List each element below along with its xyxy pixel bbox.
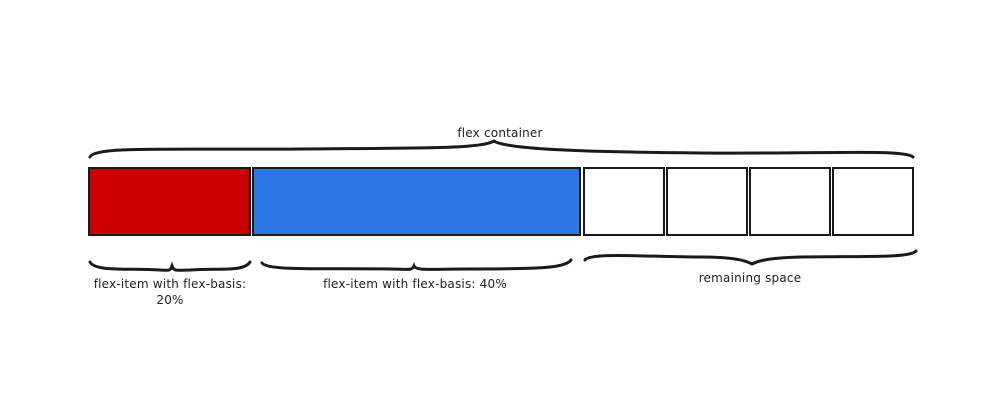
remaining-cell: [583, 167, 665, 236]
remaining-brace: [583, 249, 918, 266]
item-20-brace: [88, 260, 252, 272]
flex-item-40-box: [252, 167, 581, 236]
flex-item-20-label: flex-item with flex-basis: 20%: [93, 277, 247, 307]
flex-container-label: flex container: [457, 126, 543, 140]
remaining-space-label: remaining space: [698, 271, 802, 285]
remaining-cell: [832, 167, 914, 236]
item-40-brace: [260, 258, 573, 271]
remaining-cell: [749, 167, 831, 236]
flex-item-20-box: [88, 167, 251, 236]
flex-item-40-label: flex-item with flex-basis: 40%: [323, 277, 507, 291]
container-brace: [88, 139, 915, 159]
remaining-cell: [666, 167, 748, 236]
